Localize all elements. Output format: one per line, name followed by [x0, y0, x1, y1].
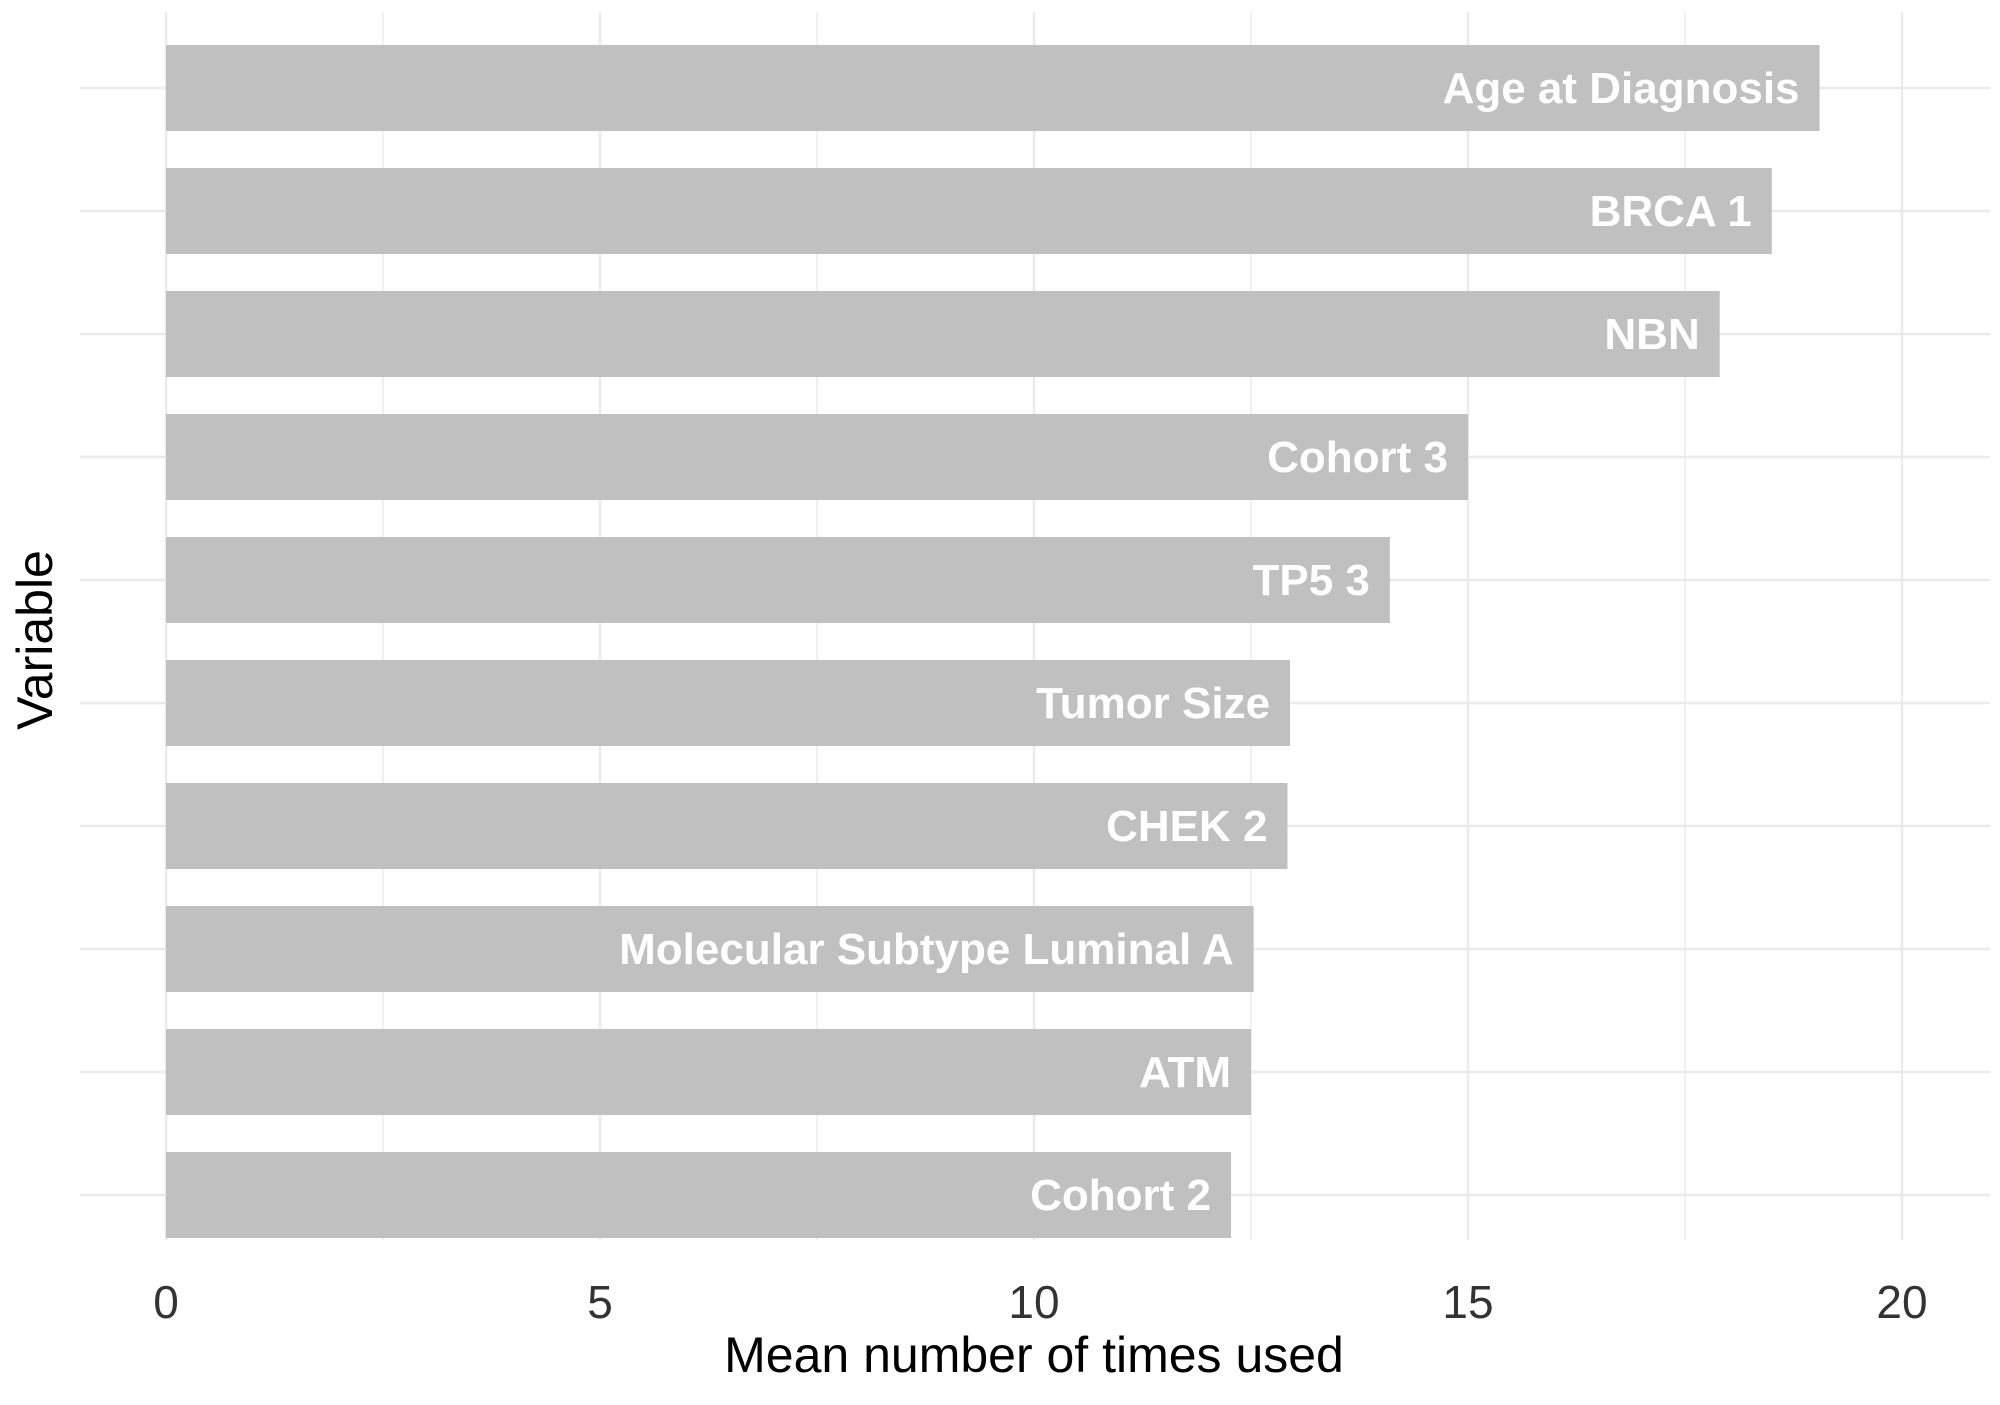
bar-label: Tumor Size — [1036, 679, 1270, 728]
x-tick-label: 15 — [1442, 1276, 1493, 1328]
y-axis-title: Variable — [7, 550, 63, 730]
x-tick-label: 10 — [1008, 1276, 1059, 1328]
bar-label: ATM — [1139, 1048, 1231, 1097]
bar — [166, 414, 1468, 500]
bar-label: TP5 3 — [1252, 556, 1369, 605]
bar-label: BRCA 1 — [1590, 187, 1752, 236]
bar — [166, 906, 1254, 992]
bar-label: Age at Diagnosis — [1443, 64, 1800, 113]
x-tick-label: 0 — [153, 1276, 179, 1328]
bar — [166, 537, 1390, 623]
bar-label: Molecular Subtype Luminal A — [619, 925, 1233, 974]
x-tick-label: 5 — [587, 1276, 613, 1328]
bar — [166, 660, 1291, 746]
bar — [166, 168, 1772, 254]
bar — [166, 1029, 1251, 1115]
bar-label: CHEK 2 — [1106, 802, 1267, 851]
bar-label-layer: Age at Diagnosis BRCA 1 NBN Cohort 3 TP5 3 Tu… — [619, 64, 1799, 1220]
x-axis-title: Mean number of times used — [724, 1327, 1344, 1383]
bar-label: Cohort 2 — [1030, 1171, 1211, 1220]
bar — [166, 291, 1720, 377]
bar-label: NBN — [1604, 310, 1699, 359]
bar — [166, 783, 1288, 869]
bar — [166, 45, 1820, 131]
bar-layer — [166, 45, 1820, 1238]
bar — [166, 1152, 1232, 1238]
bar-label: Cohort 3 — [1267, 433, 1448, 482]
x-tick-layer: 0 5 10 15 20 — [153, 1276, 1927, 1328]
x-tick-label: 20 — [1876, 1276, 1927, 1328]
